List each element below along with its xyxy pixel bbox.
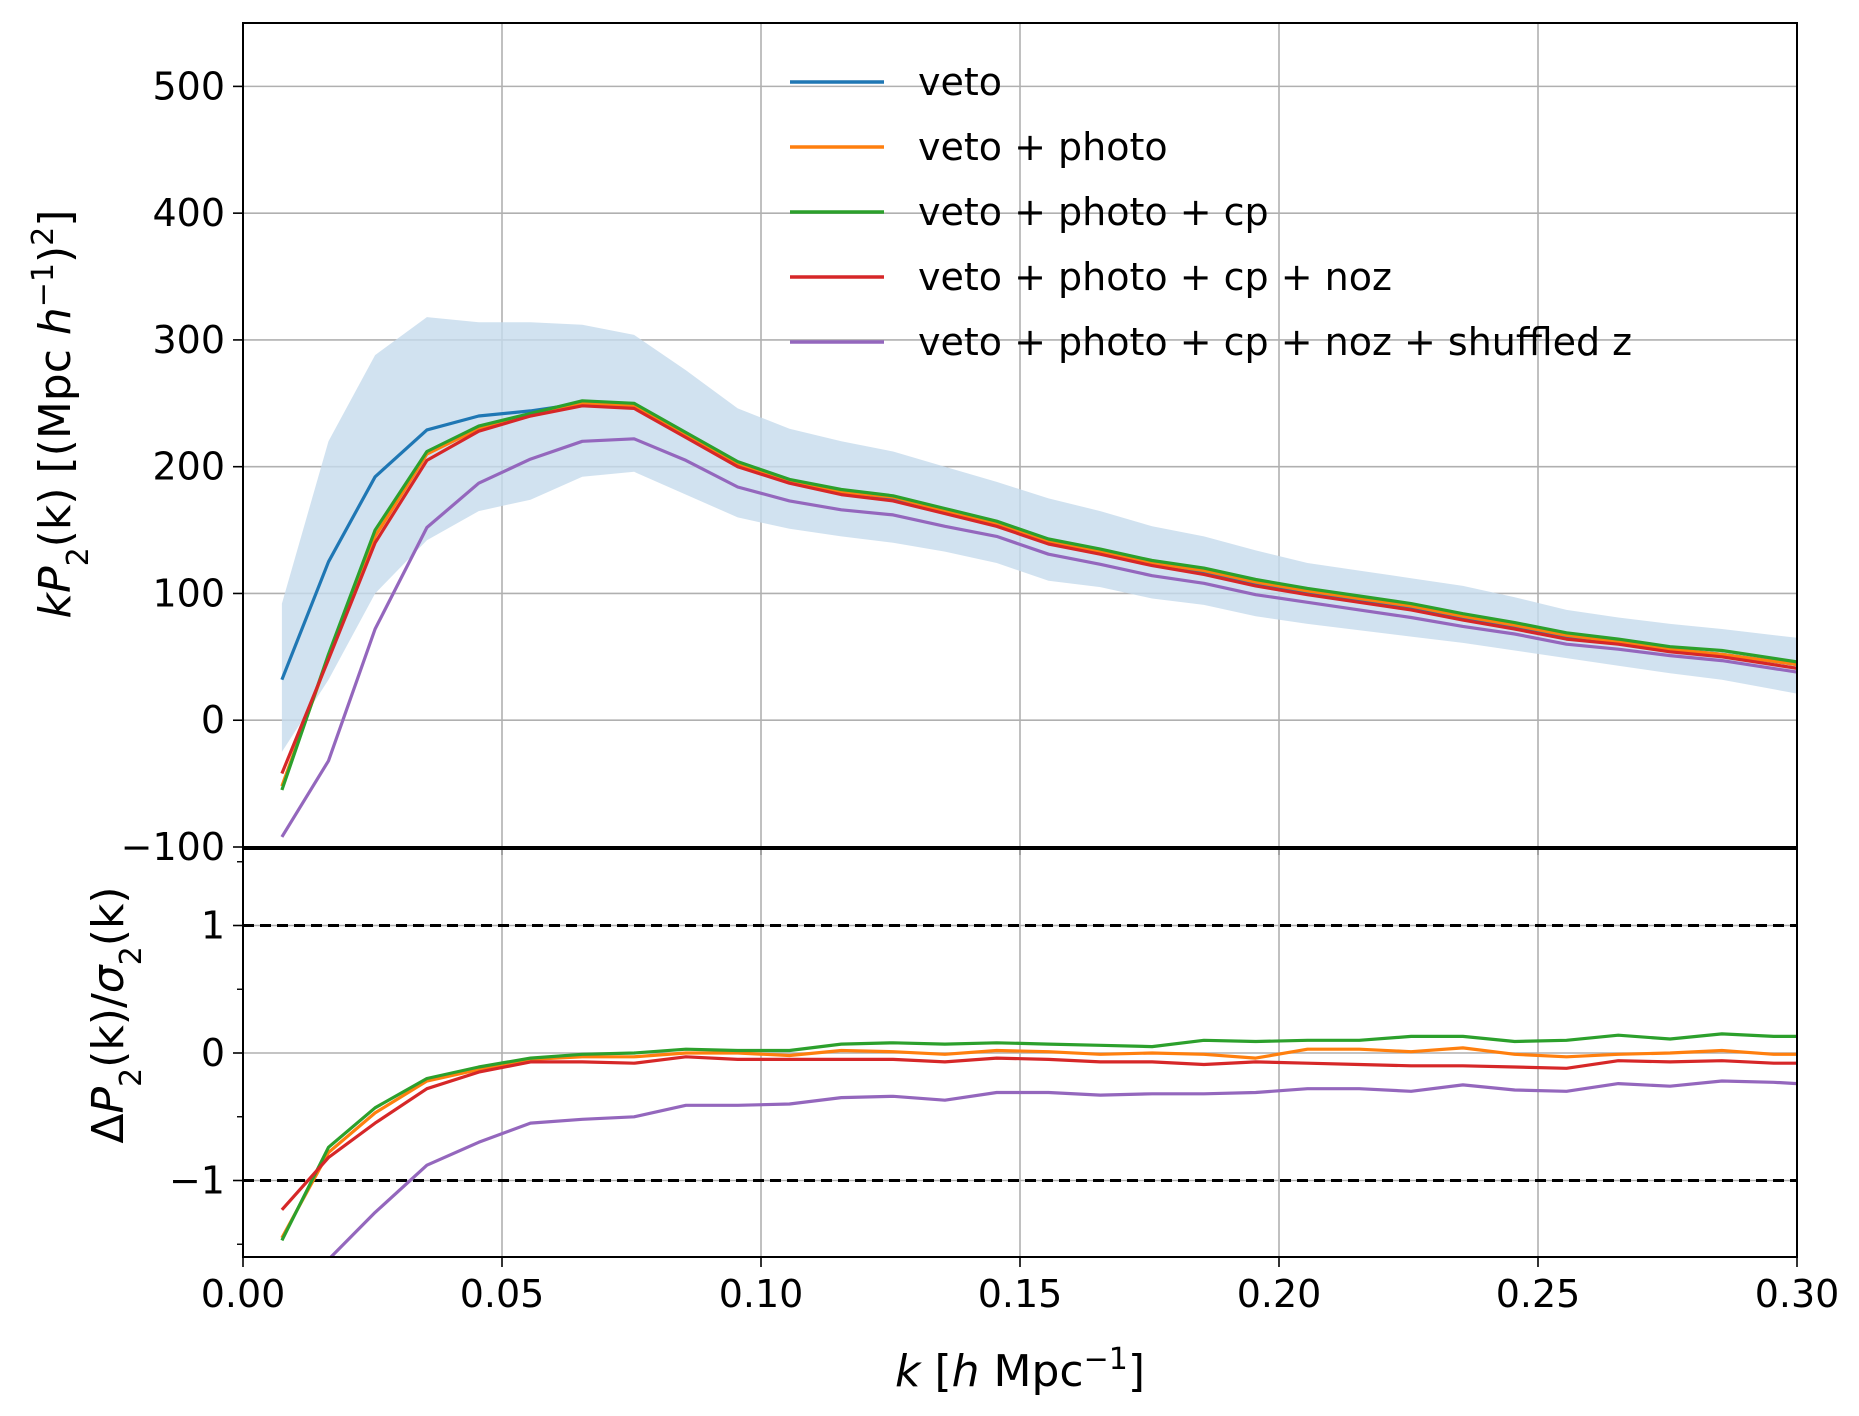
legend-label-3: veto + photo + cp + noz [918,255,1392,299]
legend-label-1: veto + photo [918,125,1168,169]
bottom-ticks: 0.00 0.05 0.10 0.15 0.20 0.25 0.30 −1 0 1 [169,861,1840,1316]
top-series-line-4 [280,437,1797,838]
ylabel-p: P [30,566,81,593]
xlabel-k: k [895,1346,922,1397]
bottom-axes-frame [242,848,1798,1258]
bottom-series-line-3 [328,1079,1797,1257]
ylabel-sub: 2 [61,547,96,566]
top-series-line-3 [280,404,1797,775]
bottom-series-line-1 [280,1032,1797,1242]
x-tick-label-4: 0.20 [1237,1272,1322,1316]
bot-y-tick-label-0: −1 [169,1159,225,1203]
xlabel-close: ] [1128,1346,1145,1397]
bot-y-tick-label-2: 1 [201,904,225,948]
bottom-y-axis-label: ΔP2(k)/σ2(k) [83,886,149,1143]
legend-label-2: veto + photo + cp [918,190,1269,234]
top-axes-frame [242,22,1798,848]
bottom-series-lines [280,1032,1797,1257]
top-y-tick-label-2: 100 [152,571,225,615]
xlabel-h: h [952,1346,980,1397]
x-tick-label-0: 0.00 [201,1272,286,1316]
legend-label-0: veto [918,60,1002,104]
ylabel2-sub: 2 [114,1068,149,1087]
ylabel-k: k [30,591,81,618]
bot-y-tick-label-1: 0 [201,1031,225,1075]
ylabel-close: ) [30,246,81,263]
top-y-tick-label-1: 0 [201,698,225,742]
ylabel2-mid: (k)/ [83,993,134,1068]
ylabel2-end: (k) [83,886,134,946]
xlabel-exp: −1 [1084,1342,1128,1377]
xlabel-mpc: Mpc [980,1346,1084,1397]
ylabel-end: ] [30,210,81,227]
bottom-series-line-2 [280,1055,1797,1211]
ylabel2-sigma: σ [83,964,134,993]
top-y-tick-label-6: 500 [152,64,225,108]
x-tick-label-6: 0.30 [1755,1272,1840,1316]
bottom-series-line-0 [280,1046,1797,1239]
top-y-tick-label-0: −100 [121,825,225,869]
bottom-panel: 0.00 0.05 0.10 0.15 0.20 0.25 0.30−101 ΔP2(k)/… [83,848,1840,1398]
x-tick-label-1: 0.05 [460,1272,545,1316]
top-y-axis-label: kP2(k) [(Mpc h−1)2] [26,210,96,619]
x-tick-label-2: 0.10 [719,1272,804,1316]
ylabel-exp: −1 [26,263,61,307]
x-tick-label-3: 0.15 [978,1272,1063,1316]
top-y-tick-label-3: 200 [152,445,225,489]
ylabel2-delta: Δ [83,1113,134,1143]
legend: veto veto + photo veto + photo + cp veto + … [790,60,1632,364]
top-series-line-2 [280,399,1797,791]
ylabel-h: h [30,307,81,335]
x-tick-label-5: 0.25 [1496,1272,1581,1316]
ylabel2-p: P [83,1086,134,1113]
xlabel-open: [ [920,1346,951,1397]
ylabel2-sub2: 2 [114,946,149,965]
ylabel-arg: (k) [(Mpc [30,335,81,547]
x-axis-label: k [h Mpc−1] [895,1342,1145,1398]
bottom-grid [242,849,1798,1257]
legend-label-4: veto + photo + cp + noz + shuffled z [918,320,1632,364]
bottom-reference-lines [243,924,1797,1182]
ylabel-exp2: 2 [26,227,61,246]
top-series-lines [280,399,1797,838]
top-y-tick-label-4: 300 [152,318,225,362]
top-y-tick-label-5: 400 [152,191,225,235]
